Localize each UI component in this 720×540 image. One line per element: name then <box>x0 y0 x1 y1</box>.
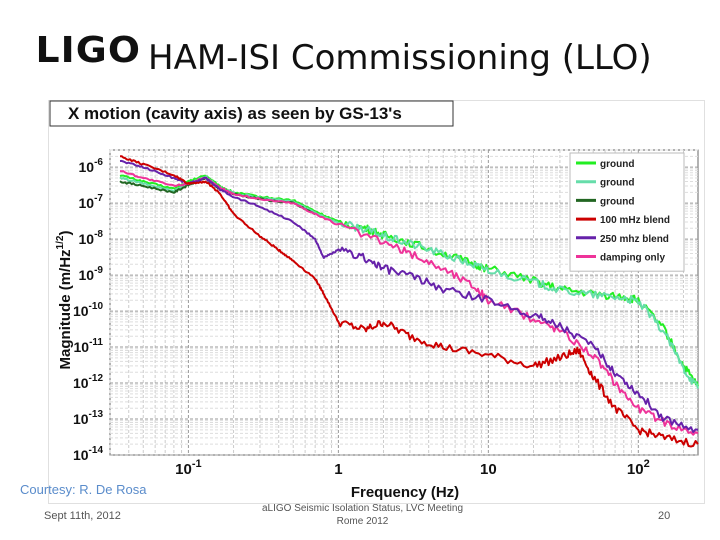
series-line <box>120 155 699 448</box>
legend-label: damping only <box>600 253 665 264</box>
x-tick-label: 1 <box>334 461 342 478</box>
legend-label: ground <box>600 178 634 189</box>
legend-label: 100 mHz blend <box>600 215 670 226</box>
ligo-logo: LIGO <box>35 30 142 71</box>
y-tick-label: 10-14 <box>73 445 103 463</box>
x-tick-label: 10-1 <box>175 458 201 478</box>
x-tick-label: 10 <box>480 461 497 478</box>
y-tick-label: 10-10 <box>73 301 103 319</box>
y-axis-label: Magnitude (m/Hz1/2) <box>55 231 74 370</box>
y-tick-label: 10-9 <box>79 265 104 283</box>
chart-title: X motion (cavity axis) as seen by GS-13'… <box>68 104 402 123</box>
series-line <box>119 159 699 433</box>
footer-date: Sept 11th, 2012 <box>44 510 121 522</box>
y-tick-label: 10-13 <box>73 409 103 427</box>
y-tick-label: 10-8 <box>79 229 104 247</box>
page-number: 20 <box>658 510 671 522</box>
legend-box <box>569 152 685 272</box>
tick-labels: 10-1 1 10 10210-610-710-810-910-1010-1110-1… <box>73 157 650 478</box>
chart-title-box <box>49 100 454 127</box>
y-tick-label: 10-12 <box>73 373 103 391</box>
legend-label: ground <box>600 196 634 207</box>
y-tick-label: 10-6 <box>79 157 104 175</box>
footer-meeting: aLIGO Seismic Isolation Status, LVC Meet… <box>261 503 463 527</box>
slide-title: HAM-ISI Commissioning (LLO) <box>148 38 652 78</box>
y-tick-label: 10-11 <box>74 337 104 355</box>
x-tick-label: 102 <box>627 458 650 478</box>
courtesy-note: Courtesy: R. De Rosa <box>20 482 147 497</box>
legend-label: 250 mhz blend <box>600 234 669 245</box>
legend-label: ground <box>600 159 634 170</box>
series-line <box>119 174 699 387</box>
x-axis-label: Frequency (Hz) <box>351 484 459 501</box>
legend: ground ground ground 100 mHz blend 250 mhz b… <box>569 152 685 272</box>
y-tick-label: 10-7 <box>79 193 104 211</box>
series-lines <box>119 155 699 448</box>
